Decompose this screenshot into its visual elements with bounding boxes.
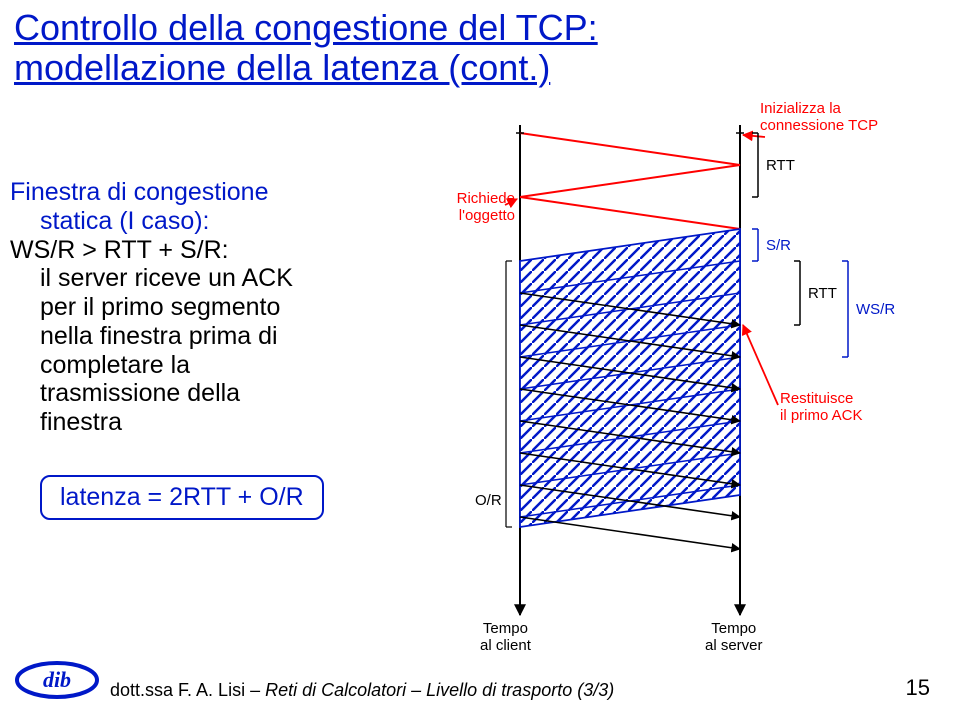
caption-tempo-client: Tempoal client <box>480 620 531 655</box>
logo-icon: dib <box>14 660 100 700</box>
latency-formula: latenza = 2RTT + O/R <box>60 483 304 511</box>
svg-text:RTT: RTT <box>766 157 795 174</box>
desc-l1: Finestra di congestione <box>10 178 268 206</box>
desc-l7: completare la <box>40 351 380 380</box>
desc-l3: WS/R > RTT + S/R: <box>10 236 229 264</box>
caption-init: Inizializza la connessione TCP <box>760 100 878 135</box>
caption-tempo-server: Tempoal server <box>705 620 763 655</box>
footer: dott.ssa F. A. Lisi – Reti di Calcolator… <box>110 680 940 701</box>
svg-text:RTT: RTT <box>808 285 837 302</box>
desc-l4: il server riceve un ACK <box>40 264 380 293</box>
footer-text: dott.ssa F. A. Lisi – Reti di Calcolator… <box>110 680 614 700</box>
svg-text:dib: dib <box>43 667 71 692</box>
page-title: Controllo della congestione del TCP: mod… <box>14 8 598 87</box>
page-number: 15 <box>906 675 930 701</box>
desc-l5: per il primo segmento <box>40 293 380 322</box>
title-line2: modellazione della latenza (cont.) <box>14 48 598 88</box>
desc-l2: statica (I caso): <box>40 207 380 236</box>
timing-diagram: RTTS/RRTTWS/RO/R Inizializza la connessi… <box>400 115 940 675</box>
title-line1: Controllo della congestione del TCP: <box>14 7 598 48</box>
description-block: Finestra di congestione statica (I caso)… <box>10 178 380 437</box>
svg-text:O/R: O/R <box>475 492 502 509</box>
desc-l9: finestra <box>40 408 380 437</box>
desc-l6: nella finestra prima di <box>40 322 380 351</box>
caption-request: Richiede l'oggetto <box>415 190 515 225</box>
logo: dib <box>14 660 100 705</box>
caption-ack-return: Restituisce il primo ACK <box>780 390 863 425</box>
desc-l8: trasmissione della <box>40 379 380 408</box>
svg-text:WS/R: WS/R <box>856 301 895 318</box>
svg-text:S/R: S/R <box>766 237 791 254</box>
latency-formula-box: latenza = 2RTT + O/R <box>40 475 324 520</box>
